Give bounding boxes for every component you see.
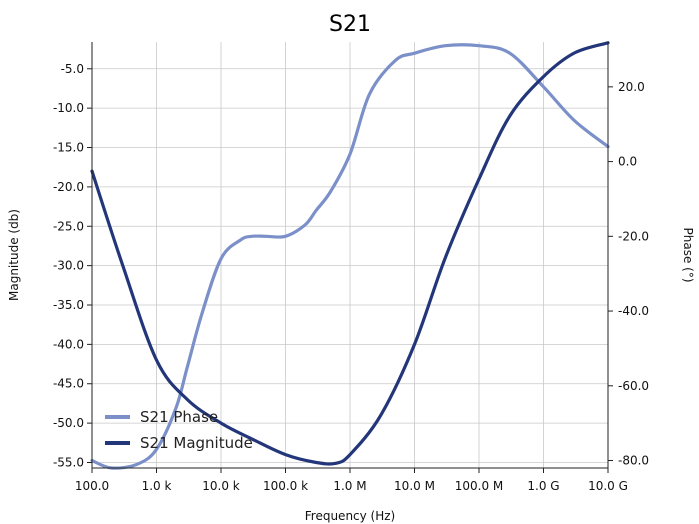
legend-label-s21-phase: S21 Phase <box>140 408 218 426</box>
x-tick-label: 1.0 k <box>142 479 172 493</box>
y-tick-label: -25.0 <box>53 219 84 233</box>
series-layer <box>90 41 610 470</box>
legend: S21 Phase S21 Magnitude <box>105 408 253 452</box>
s21-magnitude-line <box>90 41 610 466</box>
grid <box>91 42 609 468</box>
y-axis-label: Magnitude (db) <box>7 209 21 301</box>
y-tick-label: -20.0 <box>53 180 84 194</box>
y2-tick-label: 0.0 <box>618 155 637 169</box>
y-tick-label: -10.0 <box>53 101 84 115</box>
y-tick-label: -55.0 <box>53 455 84 469</box>
y-tick-label: -5.0 <box>61 62 84 76</box>
x-tick-label: 10.0 G <box>588 479 628 493</box>
x-tick-label: 1.0 M <box>333 479 366 493</box>
y-tick-label: -40.0 <box>53 337 84 351</box>
x-tick-label: 10.0 k <box>202 479 240 493</box>
y2-axis-label: Phase (°) <box>681 227 695 282</box>
y-tick-label: -30.0 <box>53 259 84 273</box>
y2-tick-label: 20.0 <box>618 80 645 94</box>
y2-tick-label: -80.0 <box>618 454 649 468</box>
x-tick-label: 100.0 <box>75 479 109 493</box>
x-tick-label: 100.0 M <box>455 479 504 493</box>
x-tick-label: 10.0 M <box>394 479 435 493</box>
legend-label-s21-magnitude: S21 Magnitude <box>140 434 253 452</box>
axes: 100.0 1.0 k 10.0 k 100.0 k 1.0 M 10.0 M 100.0 … <box>53 42 649 493</box>
x-axis-label: Frequency (Hz) <box>305 509 396 523</box>
y2-tick-label: -20.0 <box>618 229 649 243</box>
y-tick-label: -50.0 <box>53 416 84 430</box>
y-tick-label: -35.0 <box>53 298 84 312</box>
x-tick-label: 1.0 G <box>527 479 559 493</box>
x-tick-label: 100.0 k <box>263 479 308 493</box>
y2-tick-label: -60.0 <box>618 379 649 393</box>
s21-phase-line <box>90 43 610 470</box>
chart-title: S21 <box>329 12 371 37</box>
y-tick-label: -15.0 <box>53 141 84 155</box>
y2-tick-label: -40.0 <box>618 304 649 318</box>
y-tick-label: -45.0 <box>53 377 84 391</box>
